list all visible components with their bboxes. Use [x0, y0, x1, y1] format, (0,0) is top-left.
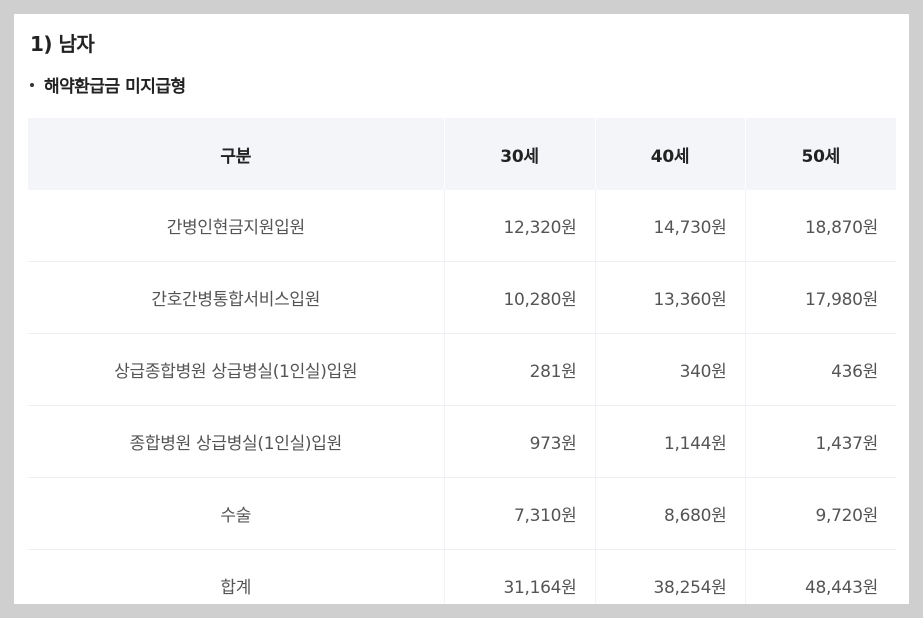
premium-table: 구분 30세 40세 50세 간병인현금지원입원 12,320원 14,730원…	[28, 118, 896, 604]
row-label: 합계	[28, 549, 444, 604]
value-age-30: 12,320원	[443, 190, 595, 262]
value-age-40: 1,144원	[594, 405, 745, 478]
row-label: 상급종합병원 상급병실(1인실)입원	[28, 333, 444, 406]
row-label: 종합병원 상급병실(1인실)입원	[28, 405, 444, 478]
value-age-50: 1,437원	[744, 405, 896, 478]
header-category: 구분	[28, 118, 444, 190]
table-row-total: 합계 31,164원 38,254원 48,443원	[28, 549, 896, 604]
value-age-30: 10,280원	[443, 261, 595, 334]
table-row: 수술 7,310원 8,680원 9,720원	[28, 477, 896, 550]
value-age-50: 48,443원	[744, 549, 896, 604]
value-age-30: 31,164원	[443, 549, 595, 604]
value-age-50: 9,720원	[744, 477, 896, 550]
header-age-30: 30세	[443, 118, 595, 190]
value-age-50: 436원	[744, 333, 896, 406]
value-age-40: 38,254원	[594, 549, 745, 604]
value-age-40: 340원	[594, 333, 745, 406]
table-header-row: 구분 30세 40세 50세	[28, 118, 896, 190]
subsection-heading: 해약환급금 미지급형	[30, 72, 186, 97]
bullet-icon	[30, 82, 34, 87]
row-label: 간호간병통합서비스입원	[28, 261, 444, 334]
header-age-50: 50세	[744, 118, 896, 190]
value-age-30: 973원	[443, 405, 595, 478]
content-card: 1) 남자 해약환급금 미지급형 구분 30세 40세 50세 간병인현금지원입…	[14, 14, 909, 604]
header-age-40: 40세	[594, 118, 745, 190]
value-age-30: 7,310원	[443, 477, 595, 550]
value-age-30: 281원	[443, 333, 595, 406]
value-age-40: 8,680원	[594, 477, 745, 550]
value-age-40: 13,360원	[594, 261, 745, 334]
value-age-40: 14,730원	[594, 190, 745, 262]
table-row: 상급종합병원 상급병실(1인실)입원 281원 340원 436원	[28, 333, 896, 406]
section-title: 1) 남자	[30, 32, 95, 56]
row-label: 간병인현금지원입원	[166, 218, 305, 238]
subsection-title: 해약환급금 미지급형	[44, 77, 186, 97]
table-row: 간병인현금지원입원 12,320원 14,730원 18,870원	[28, 190, 896, 262]
table-row: 간호간병통합서비스입원 10,280원 13,360원 17,980원	[28, 261, 896, 334]
row-label: 수술	[28, 477, 444, 550]
value-age-50: 18,870원	[744, 190, 896, 262]
value-age-50: 17,980원	[744, 261, 896, 334]
table-row: 종합병원 상급병실(1인실)입원 973원 1,144원 1,437원	[28, 405, 896, 478]
